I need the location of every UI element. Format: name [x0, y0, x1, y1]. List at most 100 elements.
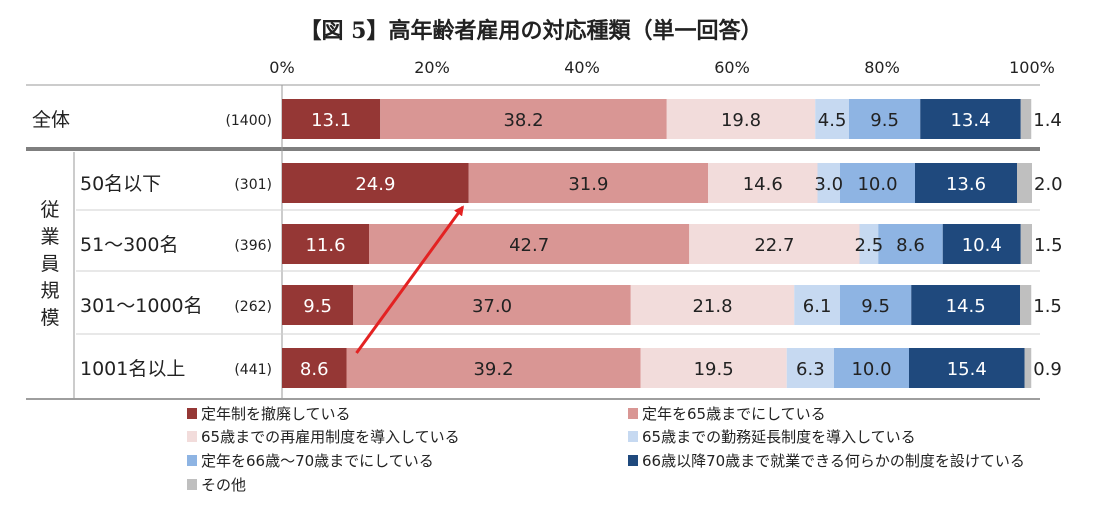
- data-label: 14.5: [946, 296, 986, 317]
- legend-label: 66歳以降70歳まで就業できる何らかの制度を設けている: [642, 452, 1025, 470]
- bar-segment: [282, 348, 347, 388]
- data-label: 1.5: [1034, 235, 1063, 256]
- x-tick-label: 80%: [864, 58, 900, 77]
- data-label: 14.6: [743, 174, 783, 195]
- bar-segment: [282, 163, 469, 203]
- data-label: 2.5: [855, 235, 884, 256]
- bar-segment: [794, 285, 840, 325]
- legend-swatch: [628, 455, 638, 466]
- data-label: 13.4: [950, 110, 990, 131]
- bar-segment: [282, 285, 354, 325]
- group-label-char: 従: [40, 199, 59, 221]
- bar-segment: [915, 163, 1017, 203]
- bar-segment: [689, 224, 860, 264]
- legend-label: 定年制を撤廃している: [201, 405, 351, 423]
- row-label: 51～300名: [80, 234, 178, 256]
- row-count: (1400): [225, 113, 272, 129]
- data-label: 6.3: [796, 359, 825, 380]
- bar-segment: [1020, 99, 1032, 139]
- data-label: 2.0: [1034, 174, 1063, 195]
- bar-segment: [849, 99, 921, 139]
- chart-title: 【図 5】高年齢者雇用の対応種類（単一回答）: [300, 18, 763, 44]
- x-tick-label: 20%: [414, 58, 450, 77]
- data-label: 1.4: [1033, 110, 1062, 131]
- bar-segment: [840, 285, 912, 325]
- bar-segment: [708, 163, 818, 203]
- bar-segment: [942, 224, 1021, 264]
- row-label: 全体: [32, 109, 70, 131]
- data-label: 9.5: [861, 296, 890, 317]
- bar-segment: [786, 348, 834, 388]
- group-label-char: 規: [40, 280, 59, 302]
- data-label: 1.5: [1033, 296, 1062, 317]
- data-label: 0.9: [1033, 359, 1062, 380]
- legend-label: 定年を65歳までにしている: [642, 405, 826, 423]
- row-count: (262): [234, 299, 272, 315]
- data-label: 37.0: [472, 296, 512, 317]
- bar-segment: [920, 99, 1021, 139]
- data-label: 21.8: [692, 296, 732, 317]
- row-count: (396): [234, 238, 272, 254]
- bar-segment: [909, 348, 1025, 388]
- data-label: 42.7: [509, 235, 549, 256]
- bar-segment: [1020, 285, 1032, 325]
- data-label: 11.6: [305, 235, 345, 256]
- x-tick-label: 0%: [269, 58, 294, 77]
- bar-segment: [282, 224, 369, 264]
- data-label: 4.5: [818, 110, 847, 131]
- legend-label: 定年を66歳～70歳までにしている: [201, 452, 434, 470]
- x-tick-label: 40%: [564, 58, 600, 77]
- row-label: 50名以下: [80, 173, 161, 195]
- data-label: 3.0: [814, 174, 843, 195]
- legend-swatch: [628, 408, 638, 419]
- legend-swatch: [187, 479, 197, 490]
- bar-segment: [878, 224, 943, 264]
- legend-swatch: [187, 408, 197, 419]
- data-label: 19.5: [694, 359, 734, 380]
- bar-segment: [346, 348, 641, 388]
- data-label: 13.6: [946, 174, 986, 195]
- data-label: 38.2: [503, 110, 543, 131]
- legend-label: 65歳までの勤務延長制度を導入している: [642, 428, 916, 446]
- bar-segment: [815, 99, 849, 139]
- group-label-char: 業: [40, 226, 59, 248]
- data-label: 8.6: [896, 235, 925, 256]
- annotation-arrow: [355, 205, 464, 354]
- data-label: 10.0: [851, 359, 891, 380]
- row-count: (301): [234, 177, 272, 193]
- legend-label: 65歳までの再雇用制度を導入している: [201, 428, 460, 446]
- group-label-char: 員: [40, 253, 59, 275]
- bar-segment: [630, 285, 795, 325]
- data-label: 6.1: [803, 296, 832, 317]
- bar-segment: [834, 348, 909, 388]
- row-label: 301～1000名: [80, 295, 203, 317]
- bar-segment: [1020, 224, 1032, 264]
- data-label: 9.5: [303, 296, 332, 317]
- data-label: 10.4: [962, 235, 1002, 256]
- data-label: 13.1: [311, 110, 351, 131]
- legend-swatch: [187, 431, 197, 442]
- bar-segment: [666, 99, 816, 139]
- legend-swatch: [628, 431, 638, 442]
- legend-swatch: [187, 455, 197, 466]
- x-tick-label: 60%: [714, 58, 750, 77]
- bar-segment: [640, 348, 787, 388]
- data-label: 8.6: [300, 359, 329, 380]
- data-label: 10.0: [857, 174, 897, 195]
- data-label: 9.5: [870, 110, 899, 131]
- x-tick-label: 100%: [1009, 58, 1055, 77]
- bar-segment: [911, 285, 1020, 325]
- bar-segment: [1017, 163, 1032, 203]
- bar-segment: [859, 224, 879, 264]
- bar-segment: [1024, 348, 1032, 388]
- bar-segment: [468, 163, 708, 203]
- data-label: 39.2: [473, 359, 513, 380]
- bar-segment: [282, 99, 381, 139]
- data-label: 15.4: [947, 359, 987, 380]
- row-count: (441): [234, 362, 272, 378]
- bar-segment: [369, 224, 690, 264]
- data-label: 31.9: [568, 174, 608, 195]
- bar-segment: [380, 99, 667, 139]
- bar-segment: [817, 163, 840, 203]
